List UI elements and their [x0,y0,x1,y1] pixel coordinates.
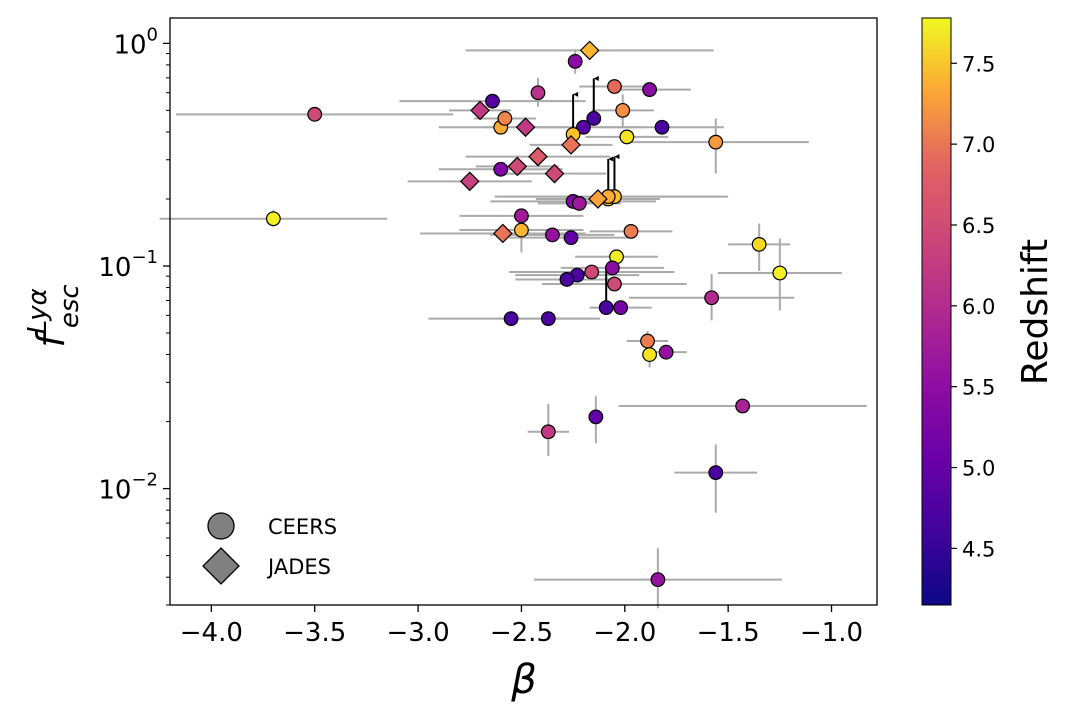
legend-circle-marker [207,512,235,540]
ceers-point-39 [540,311,556,327]
ceers-point-23 [514,222,529,238]
jades-point-4 [528,146,548,167]
ceers-point-35 [704,290,720,306]
x-tick-label: −2.0 [593,618,656,648]
y-axis-label: fLyαesc [23,284,85,347]
data-markers [265,40,788,588]
x-tick-label: −2.5 [490,618,553,648]
legend-label-ceers: CEERS [268,515,337,539]
x-tick-label: −3.0 [386,618,449,648]
x-tick-label: −1.0 [800,618,863,648]
ceers-point-8 [607,79,622,94]
ceers-point-7 [567,53,583,69]
ceers-point-46 [708,465,724,480]
ceers-point-12 [586,111,602,126]
ceers-point-16 [708,134,724,150]
ceers-point-5 [530,85,546,101]
ceers-point-9 [642,82,658,97]
y-tick-label: 10−2 [98,470,158,506]
y-axis-ticks: 100 10−1 10−2 [98,24,170,606]
jades-point-7 [459,171,480,192]
error-bars [159,49,867,609]
ceers-point-29 [772,265,788,281]
colorbar-gradient [921,17,952,606]
colorbar-label: Redshift [1015,239,1056,385]
ceers-point-15 [654,119,670,135]
ceers-point-25 [563,230,579,246]
jades-point-2 [515,117,536,138]
x-tick-label: −3.5 [283,618,346,648]
ceers-point-47 [650,572,666,588]
ceers-point-31 [584,264,600,280]
ceers-point-37 [613,300,629,316]
ceers-point-26 [623,224,639,239]
jades-point-1 [470,100,490,121]
colorbar-ticks: 4.5 5.0 5.5 6.0 6.5 7.0 7.5 [951,52,995,561]
colorbar-tick-label: 6.0 [962,295,995,319]
ceers-point-40 [640,333,655,349]
colorbar: 4.5 5.0 5.5 6.0 6.5 7.0 7.5 Redshift [921,17,1056,606]
ceers-point-6 [493,161,509,177]
legend-label-jades: JADES [266,555,331,579]
y-tick-label: 10−1 [98,247,158,283]
jades-point-3 [561,135,581,155]
ceers-point-0 [307,106,323,122]
colorbar-tick-label: 5.5 [962,376,995,400]
ceers-point-41 [642,347,658,362]
ceers-point-10 [615,102,631,118]
ceers-point-42 [658,344,674,360]
ceers-point-43 [735,398,751,414]
svg-text:fLyαesc: fLyαesc [23,284,85,347]
ceers-point-45 [588,409,604,425]
ceers-point-28 [751,237,767,252]
x-tick-label: −1.5 [697,618,760,648]
ceers-point-38 [503,311,519,327]
ceers-point-30 [604,260,620,276]
plot-frame [169,17,878,606]
ceers-point-22 [514,208,529,224]
jades-point-8 [588,189,608,209]
ceers-point-34 [607,276,622,292]
ceers-point-24 [545,227,560,243]
ceers-point-2 [485,93,500,109]
colorbar-tick-label: 7.0 [962,133,995,157]
x-axis-ticks: −4.0 −3.5 −3.0 −2.5 −2.0 −1.5 −1.0 [180,605,863,648]
y-axis-label-sub: esc [55,284,85,328]
jades-point-5 [507,156,528,177]
ceers-point-1 [265,211,281,227]
ceers-point-36 [598,300,614,316]
colorbar-tick-label: 4.5 [962,537,995,561]
ceers-point-14 [619,129,635,145]
colorbar-tick-label: 5.0 [962,457,995,481]
ceers-point-11 [576,119,591,135]
jades-point-0 [579,40,600,61]
y-axis-label-sup: Lyα [23,288,53,334]
x-tick-label: −4.0 [180,618,243,648]
legend-diamond-marker [202,547,240,585]
y-tick-label: 100 [113,24,158,60]
ceers-point-44 [540,424,556,440]
legend: CEERS JADES [202,512,337,585]
ceers-point-33 [559,272,575,287]
jades-point-9 [492,223,513,244]
ceers-point-18 [571,196,587,211]
colorbar-tick-label: 6.5 [962,214,995,238]
colorbar-tick-label: 7.5 [962,52,995,76]
jades-point-6 [544,163,565,184]
x-axis-label: β [510,657,537,703]
ceers-point-4 [497,111,513,126]
